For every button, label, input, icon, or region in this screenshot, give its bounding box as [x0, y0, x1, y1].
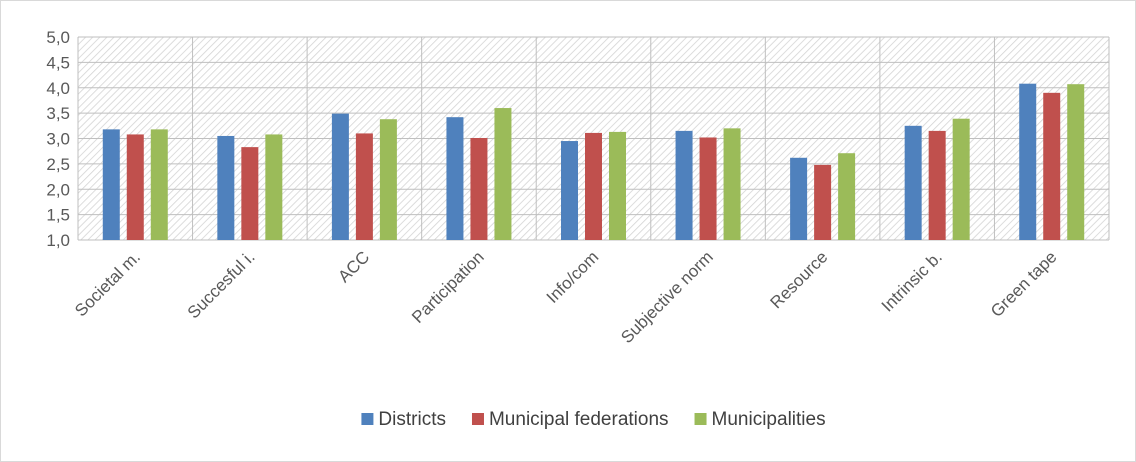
x-category-label: Resource [767, 247, 832, 312]
bar-municipalities [150, 129, 168, 240]
legend-item: Municipalities [694, 409, 826, 430]
bar-districts [904, 125, 922, 240]
legend-item: Municipal federations [471, 409, 669, 430]
bar-municipalities [609, 131, 626, 240]
bar-municipalities [952, 118, 970, 240]
y-tick-label: 1,5 [46, 206, 70, 225]
x-axis: Societal m. Succesful i. ACC Participation I… [71, 247, 1060, 347]
bar-municipal-federations [470, 137, 488, 240]
y-tick-label: 3,0 [46, 130, 70, 149]
bar-municipalities [1067, 84, 1085, 240]
x-category-label: Societal m. [71, 247, 144, 320]
y-tick-label: 2,5 [46, 155, 70, 174]
bar-municipalities [379, 119, 397, 240]
bar-districts [675, 130, 693, 240]
bar-districts [790, 157, 808, 240]
legend-label: Districts [378, 409, 446, 430]
bar-districts [102, 129, 120, 240]
x-category-label: Subjective norm [617, 247, 717, 347]
bar-municipal-federations [1043, 92, 1061, 240]
y-tick-label: 4,0 [46, 79, 70, 98]
x-category-label: Intrinsic b. [878, 247, 946, 315]
y-tick-label: 5,0 [46, 28, 70, 47]
bar-municipalities [265, 134, 283, 240]
bar-districts [331, 113, 349, 240]
legend-swatch [694, 413, 707, 425]
legend-swatch [471, 413, 484, 425]
y-tick-label: 4,5 [46, 53, 70, 72]
legend: Districts Municipal federations Municipali… [361, 409, 826, 430]
bar-municipalities [494, 108, 512, 240]
bar-districts [561, 141, 578, 240]
bar-municipalities [838, 153, 856, 240]
bar-municipal-federations [241, 147, 259, 240]
x-category-label: ACC [334, 247, 373, 286]
bar-municipal-federations [585, 132, 602, 240]
legend-label: Municipal federations [489, 409, 669, 430]
legend-label: Municipalities [712, 409, 826, 430]
bar-districts [217, 135, 235, 240]
bar-districts [1019, 83, 1037, 240]
bar-municipal-federations [355, 133, 373, 240]
bar-municipal-federations [699, 137, 717, 240]
bar-districts [446, 117, 464, 240]
bar-municipal-federations [126, 134, 144, 240]
x-category-label: Participation [408, 247, 488, 327]
x-category-label: Info/com [543, 247, 603, 307]
bar-municipal-federations [928, 130, 946, 240]
y-tick-label: 2,0 [46, 180, 70, 199]
bar-municipal-federations [814, 164, 832, 240]
x-category-label: Green tape [987, 247, 1061, 321]
bar-municipalities [723, 128, 741, 240]
legend-swatch [361, 413, 374, 425]
y-tick-label: 1,0 [46, 231, 70, 250]
bars [102, 83, 1085, 240]
y-axis: 1,0 1,5 2,0 2,5 3,0 3,5 4,0 4,5 5,0 [46, 28, 70, 250]
legend-item: Districts [361, 409, 446, 430]
x-category-label: Succesful i. [184, 247, 259, 322]
y-tick-label: 3,5 [46, 104, 70, 123]
